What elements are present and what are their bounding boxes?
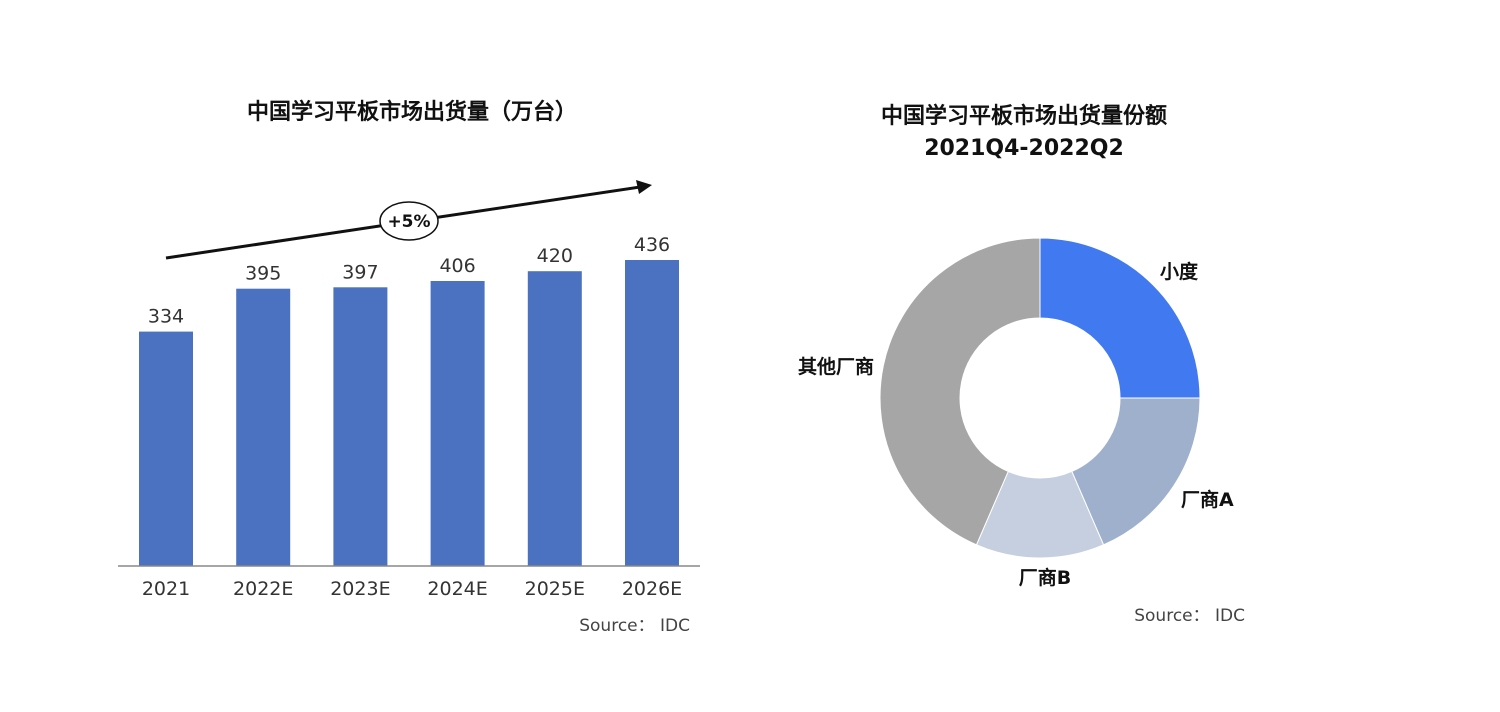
bars-group: 334 2021 395 2022E 397 2023E 406 2024E 420 2025E 4… — [139, 234, 682, 600]
value-label-2023E: 397 — [342, 261, 378, 283]
x-tick-label-2021: 2021 — [142, 578, 190, 600]
donut-slice-xiaodu — [1039, 237, 1201, 399]
bar-chart: 中国学习平板市场出货量（万台） +5% 334 2021 395 2022E 397 20… — [118, 99, 700, 636]
bar-2022E — [236, 288, 291, 566]
slice-label-vendor-a: 厂商A — [1181, 488, 1234, 511]
donut-slice-others — [879, 237, 1041, 546]
slice-label-others: 其他厂商 — [798, 355, 874, 378]
bar-chart-title: 中国学习平板市场出货量（万台） — [247, 99, 577, 125]
x-tick-label-2022E: 2022E — [233, 578, 293, 600]
trend-annotation-bubble — [379, 201, 439, 241]
value-label-2024E: 406 — [439, 255, 475, 277]
donut-chart: 中国学习平板市场出货量份额 2021Q4-2022Q2 小度 厂商A 厂商B 其… — [798, 103, 1245, 626]
x-tick-label-2026E: 2026E — [622, 578, 682, 600]
bar-2026E — [625, 260, 679, 566]
x-tick-label-2025E: 2025E — [525, 578, 585, 600]
value-label-2026E: 436 — [634, 234, 670, 256]
bar-2021 — [139, 331, 193, 566]
bar-2025E — [527, 271, 582, 566]
trend-arrow-head — [636, 180, 652, 194]
donut-chart-source: Source： IDC — [1134, 606, 1245, 626]
donut-chart-title-line1: 中国学习平板市场出货量份额 — [881, 103, 1167, 129]
donut-slices — [879, 237, 1201, 559]
value-label-2021: 334 — [148, 306, 184, 328]
donut-chart-title-line2: 2021Q4-2022Q2 — [924, 136, 1124, 161]
value-label-2022E: 395 — [245, 263, 281, 285]
value-label-2025E: 420 — [537, 245, 573, 267]
slice-label-vendor-b: 厂商B — [1019, 566, 1071, 589]
bar-2023E — [333, 287, 388, 566]
slice-label-xiaodu: 小度 — [1160, 260, 1199, 283]
donut-slice-vendor-a — [1071, 397, 1201, 546]
bar-chart-source: Source： IDC — [579, 616, 690, 636]
trend-annotation-label: +5% — [387, 212, 430, 232]
bar-2024E — [430, 281, 485, 566]
x-tick-label-2024E: 2024E — [427, 578, 487, 600]
x-tick-label-2023E: 2023E — [330, 578, 390, 600]
